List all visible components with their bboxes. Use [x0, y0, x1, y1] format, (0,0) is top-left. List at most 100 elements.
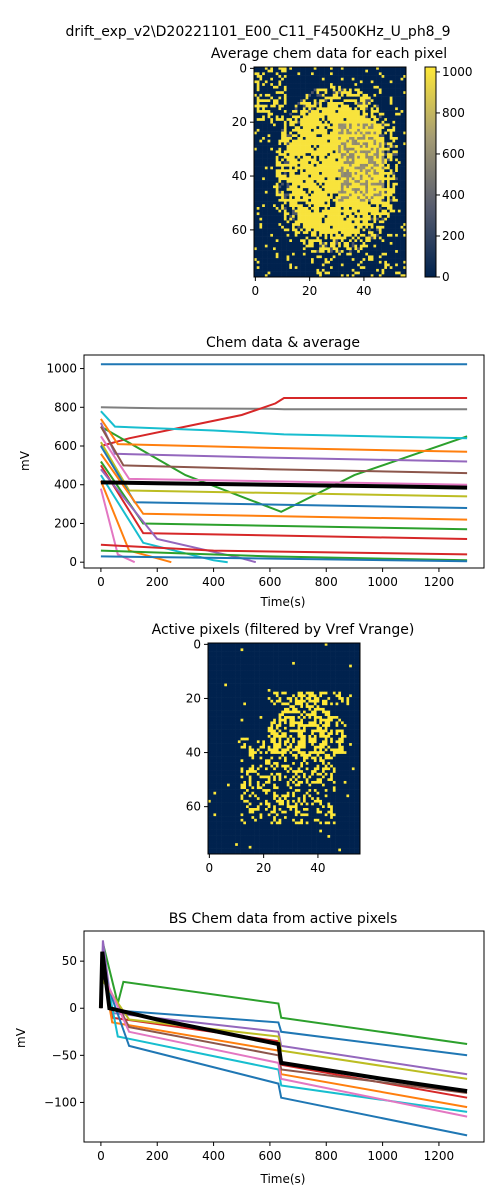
heatmap-average-chem-cell [351, 163, 355, 167]
heatmap-average-chem-cell [305, 217, 309, 221]
heatmap-average-chem-cell [338, 204, 342, 208]
heatmap-average-chem-cell [275, 236, 279, 240]
heatmap-average-chem-cell [327, 271, 331, 275]
heatmap-average-chem-cell [403, 83, 407, 87]
heatmap-average-chem-cell [294, 72, 298, 76]
heatmap-average-chem-cell [297, 77, 301, 81]
heatmap-average-chem-cell [300, 258, 304, 262]
heatmap-average-chem-cell [300, 198, 304, 202]
heatmap-active-pixels-cell [281, 653, 285, 657]
heatmap-average-chem-cell [297, 223, 301, 227]
heatmap-average-chem-cell [332, 263, 336, 267]
heatmap-average-chem-cell [305, 80, 309, 84]
heatmap-average-chem-cell [270, 67, 274, 70]
heatmap-average-chem-cell [357, 107, 361, 111]
heatmap-average-chem-cell [389, 260, 393, 264]
heatmap-average-chem-cell [354, 242, 358, 245]
heatmap-average-chem-cell [384, 67, 388, 70]
heatmap-average-chem-cell [373, 102, 377, 105]
heatmap-average-chem-cell [262, 158, 266, 162]
heatmap-active-pixels-cell [265, 661, 269, 665]
heatmap-average-chem-cell [384, 102, 388, 105]
heatmap-average-chem-cell [319, 102, 323, 105]
heatmap-average-chem-cell [316, 236, 320, 240]
heatmap-average-chem-cell [275, 91, 279, 95]
heatmap-average-chem-cell [400, 155, 404, 159]
heatmap-average-chem-cell [270, 263, 274, 267]
line-chart-chem-series-line-18 [100, 543, 468, 556]
heatmap-active-pixels-cell [278, 659, 282, 663]
heatmap-active-pixels-cell [316, 661, 320, 665]
heatmap-active-pixels-cell [354, 651, 358, 655]
heatmap-average-chem-cell [286, 233, 290, 237]
heatmap-average-chem-cell [346, 102, 350, 105]
heatmap-average-chem-cell [346, 255, 350, 259]
heatmap-average-chem-cell [351, 169, 355, 173]
heatmap-average-chem-cell [302, 75, 306, 79]
heatmap-average-chem-cell [349, 147, 353, 151]
heatmap-average-chem-cell [289, 88, 293, 92]
heatmap-average-chem-cell [346, 107, 350, 111]
heatmap-active-pixels-cell [275, 651, 279, 655]
heatmap-average-chem-cell [294, 220, 298, 224]
heatmap-average-chem-cell [343, 112, 347, 116]
heatmap-average-chem-cell [362, 161, 366, 165]
heatmap-average-chem-cell [403, 220, 407, 224]
heatmap-average-chem-cell [368, 263, 372, 267]
heatmap-average-chem-cell [373, 163, 377, 167]
heatmap-average-chem-cell [302, 67, 306, 70]
heatmap-average-chem-cell [297, 201, 301, 205]
heatmap-average-chem-cell [286, 180, 290, 184]
heatmap-average-chem-ytick-label: 0 [239, 61, 247, 75]
heatmap-average-chem-cell [297, 147, 301, 151]
heatmap-active-pixels-cell [351, 645, 355, 649]
heatmap-average-chem-cell [308, 69, 312, 73]
heatmap-average-chem-cell [381, 85, 385, 89]
line-chart-chem-xtick-label: 0 [97, 575, 105, 589]
heatmap-active-pixels-cell [232, 651, 236, 655]
heatmap-average-chem-cell [332, 72, 336, 76]
heatmap-average-chem-cell [340, 118, 344, 122]
heatmap-average-chem-cell [335, 182, 339, 186]
heatmap-average-chem-cell [278, 169, 282, 173]
heatmap-average-chem-cell [403, 91, 407, 95]
heatmap-average-chem-cell [273, 252, 277, 256]
heatmap-active-pixels-cell [286, 648, 290, 652]
heatmap-average-chem-cell [349, 271, 353, 275]
heatmap-average-chem-cell [292, 215, 296, 219]
heatmap-average-chem-cell [359, 96, 363, 100]
heatmap-average-chem-cell [313, 112, 317, 116]
heatmap-average-chem-cell [346, 260, 350, 264]
heatmap-average-chem-cell [338, 104, 342, 108]
heatmap-average-chem-cell [330, 188, 334, 192]
heatmap-average-chem-cell [278, 212, 282, 216]
heatmap-average-chem-cell [395, 190, 399, 194]
heatmap-active-pixels-cell [267, 667, 271, 671]
heatmap-average-chem-cell [349, 83, 353, 87]
heatmap-average-chem-cell [389, 126, 393, 130]
heatmap-average-chem-cell [278, 193, 282, 197]
heatmap-average-chem-cell [365, 67, 369, 70]
heatmap-average-chem-cell [349, 93, 353, 97]
heatmap-average-chem-cell [311, 158, 315, 162]
heatmap-average-chem-cell [270, 83, 274, 87]
heatmap-average-chem-cell [392, 147, 396, 151]
heatmap-average-chem-cell [354, 231, 358, 235]
heatmap-active-pixels-cell [229, 659, 233, 663]
heatmap-average-chem-cell [397, 126, 401, 130]
heatmap-average-chem-cell [275, 239, 279, 243]
heatmap-average-chem-cell [403, 150, 407, 154]
heatmap-average-chem-cell [338, 158, 342, 162]
heatmap-active-pixels-cell [300, 653, 304, 657]
heatmap-average-chem-cell [321, 134, 325, 138]
heatmap-average-chem-cell [359, 172, 363, 175]
heatmap-average-chem-cell [283, 155, 287, 159]
heatmap-active-pixels-cell [213, 643, 217, 647]
heatmap-average-chem-cell [370, 91, 374, 95]
heatmap-average-chem-cell [332, 150, 336, 154]
heatmap-average-chem-cell [338, 260, 342, 264]
heatmap-average-chem-cell [273, 236, 277, 240]
heatmap-average-chem-cell [335, 188, 339, 192]
heatmap-average-chem-cell [387, 118, 391, 122]
heatmap-average-chem-cell [373, 180, 377, 184]
